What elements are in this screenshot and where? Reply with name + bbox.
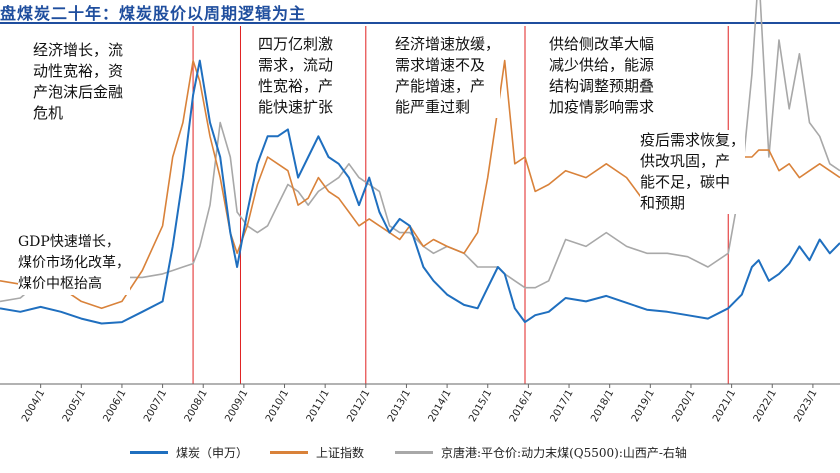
x-tick-label-3: 2007/1 [142, 388, 169, 424]
x-tick-label-6: 2010/1 [264, 388, 291, 424]
legend-swatch-sse [270, 451, 308, 454]
annotation-gdp-growth: GDP快速增长， 煤价市场化改革， 煤价中枢抬高 [18, 232, 130, 295]
x-tick-label-5: 2009/1 [223, 388, 250, 424]
x-tick-label-18: 2022/1 [752, 388, 779, 424]
legend-swatch-price [395, 451, 433, 454]
x-tick-label-7: 2011/1 [305, 388, 332, 424]
legend-label-sse: 上证指数 [316, 446, 365, 460]
series-line-coal [0, 59, 840, 325]
x-tick-label-17: 2021/1 [711, 388, 738, 424]
x-tick-label-12: 2016/1 [508, 388, 535, 424]
x-tick-label-10: 2014/1 [427, 388, 454, 424]
x-tick-label-9: 2013/1 [386, 388, 413, 424]
title-rule [0, 22, 840, 24]
legend-swatch-coal [130, 451, 168, 454]
x-tick-label-13: 2017/1 [549, 388, 576, 424]
legend-item-coal: 煤炭（申万） [130, 444, 248, 461]
x-tick-label-15: 2019/1 [630, 388, 657, 424]
legend-label-price: 京唐港:平仓价:动力末煤(Q5500):山西产-右轴 [441, 446, 687, 460]
x-tick-label-8: 2012/1 [345, 388, 372, 424]
x-tick-label-16: 2020/1 [670, 388, 697, 424]
x-axis: 2004/1 2005/1 2006/1 2007/1 2008/1 2009/1 2010… [0, 383, 840, 424]
chart-plot: 2004/1 2005/1 2006/1 2007/1 2008/1 2009/1 2010… [0, 0, 840, 424]
annotation-stimulus: 四万亿刺激 需求，流动 性宽裕，产 能快速扩张 [258, 34, 334, 118]
annotation-post-pandemic: 疫后需求恢复， 供改巩固，产 能不足，碳中 和预期 [640, 130, 746, 214]
x-tick-label-11: 2015/1 [467, 388, 494, 424]
legend-label-coal: 煤炭（申万） [176, 446, 249, 460]
x-tick-label-19: 2023/1 [792, 388, 819, 424]
x-tick-label-0: 2004/1 [20, 388, 47, 424]
x-tick-label-2: 2006/1 [101, 388, 128, 424]
annotation-supply-reform: 供给侧改革大幅 减少供给，能源 结构调整预期叠 加疫情影响需求 [549, 34, 655, 118]
legend-item-price: 京唐港:平仓价:动力末煤(Q5500):山西产-右轴 [395, 444, 687, 461]
x-tick-label-4: 2008/1 [183, 388, 210, 424]
x-tick-label-1: 2005/1 [61, 388, 88, 424]
chart-title: 盘煤炭二十年：煤炭股价以周期逻辑为主 [0, 4, 307, 23]
annotation-financial-crisis: 经济增长，流 动性宽裕，资 产泡沫后金融 危机 [33, 40, 124, 124]
x-tick-label-14: 2018/1 [589, 388, 616, 424]
legend: 煤炭（申万） 上证指数 京唐港:平仓价:动力末煤(Q5500):山西产-右轴 [0, 438, 840, 464]
legend-item-sse: 上证指数 [270, 444, 364, 461]
annotation-overcapacity: 经济增速放缓， 需求增速不及 产能增速，产 能严重过剩 [395, 34, 501, 118]
